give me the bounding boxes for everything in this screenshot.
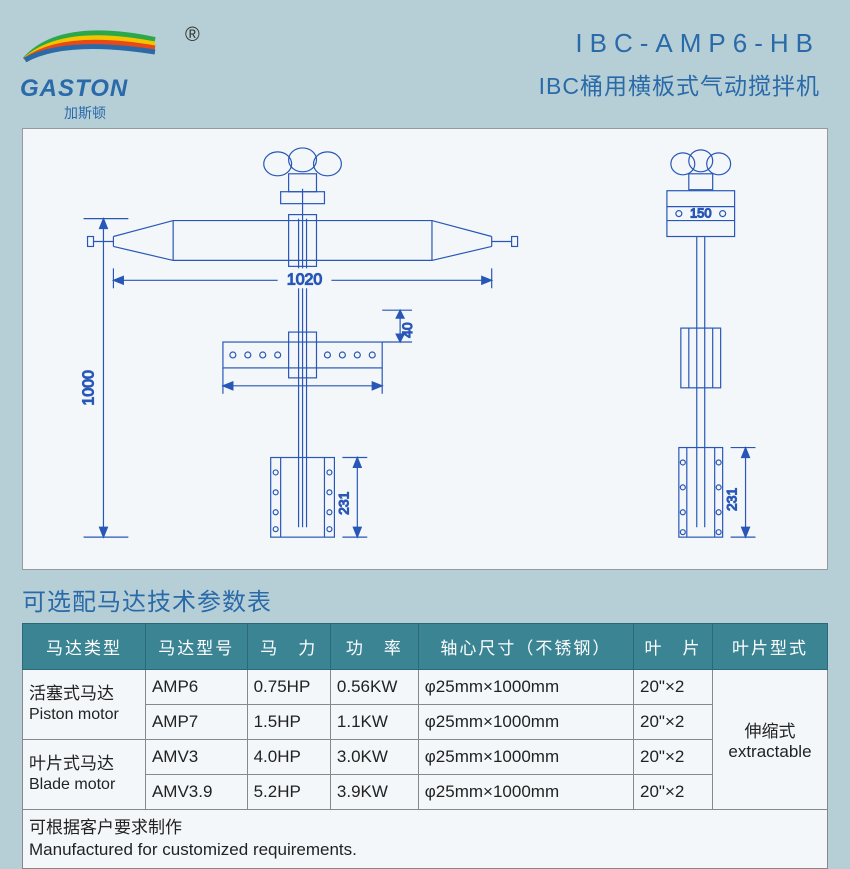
logo-swoosh [20, 20, 160, 70]
cell-model: AMV3 [145, 740, 247, 775]
col-shaft: 轴心尺寸（不锈钢） [418, 624, 633, 670]
table-footnote: 可根据客户要求制作 Manufactured for customized re… [23, 810, 828, 869]
cell-blade-type: 伸缩式 extractable [712, 670, 827, 810]
table-header-row: 马达类型 马达型号 马 力 功 率 轴心尺寸（不锈钢） 叶 片 叶片型式 [23, 624, 828, 670]
cell-hp: 0.75HP [247, 670, 330, 705]
cell-model: AMP6 [145, 670, 247, 705]
svg-text:1020: 1020 [287, 271, 323, 288]
logo-block: GASTON 加斯顿 ® [20, 20, 190, 110]
table-row: 活塞式马达 Piston motor AMP6 0.75HP 0.56KW φ2… [23, 670, 828, 705]
cell-hp: 5.2HP [247, 775, 330, 810]
cell-kw: 3.9KW [330, 775, 418, 810]
cat-blade: 叶片式马达 Blade motor [23, 740, 146, 810]
cell-shaft: φ25mm×1000mm [418, 775, 633, 810]
svg-text:150: 150 [690, 206, 712, 221]
logo-brand-cn: 加斯顿 [20, 103, 150, 123]
blade-type-en: extractable [728, 742, 811, 761]
col-motor-model: 马达型号 [145, 624, 247, 670]
table-row: 叶片式马达 Blade motor AMV3 4.0HP 3.0KW φ25mm… [23, 740, 828, 775]
model-code: IBC-AMP6-HB [539, 28, 820, 59]
logo-brand: GASTON [20, 75, 190, 103]
footnote-cn: 可根据客户要求制作 [29, 818, 182, 837]
cat-piston: 活塞式马达 Piston motor [23, 670, 146, 740]
col-power: 功 率 [330, 624, 418, 670]
model-description: IBC桶用横板式气动搅拌机 [539, 67, 820, 101]
header-block: IBC-AMP6-HB IBC桶用横板式气动搅拌机 [539, 28, 820, 101]
svg-text:231: 231 [724, 487, 740, 510]
cell-kw: 0.56KW [330, 670, 418, 705]
cell-blade: 20"×2 [634, 775, 713, 810]
cat-blade-cn: 叶片式马达 [29, 754, 114, 773]
blade-type-cn: 伸缩式 [744, 722, 795, 741]
cell-blade: 20"×2 [634, 705, 713, 740]
cell-blade: 20"×2 [634, 740, 713, 775]
cell-shaft: φ25mm×1000mm [418, 670, 633, 705]
table-footnote-row: 可根据客户要求制作 Manufactured for customized re… [23, 810, 828, 869]
spec-table: 马达类型 马达型号 马 力 功 率 轴心尺寸（不锈钢） 叶 片 叶片型式 活塞式… [22, 623, 828, 869]
cell-shaft: φ25mm×1000mm [418, 705, 633, 740]
cat-piston-en: Piston motor [29, 705, 139, 726]
cell-model: AMV3.9 [145, 775, 247, 810]
svg-text:40: 40 [399, 322, 415, 338]
col-hp: 马 力 [247, 624, 330, 670]
cell-model: AMP7 [145, 705, 247, 740]
cell-kw: 3.0KW [330, 740, 418, 775]
cell-hp: 4.0HP [247, 740, 330, 775]
registered-mark: ® [185, 24, 200, 47]
table-title: 可选配马达技术参数表 [22, 582, 828, 617]
cat-blade-en: Blade motor [29, 775, 139, 796]
spec-table-section: 可选配马达技术参数表 马达类型 马达型号 马 力 功 率 轴心尺寸（不锈钢） 叶… [22, 582, 828, 869]
cat-piston-cn: 活塞式马达 [29, 684, 114, 703]
cell-hp: 1.5HP [247, 705, 330, 740]
col-blade-type: 叶片型式 [712, 624, 827, 670]
svg-text:231: 231 [335, 491, 351, 514]
cell-kw: 1.1KW [330, 705, 418, 740]
cell-shaft: φ25mm×1000mm [418, 740, 633, 775]
technical-drawing: 1000 1020 40 231 [22, 128, 828, 570]
svg-text:1000: 1000 [81, 370, 98, 406]
col-blade: 叶 片 [634, 624, 713, 670]
col-motor-type: 马达类型 [23, 624, 146, 670]
cell-blade: 20"×2 [634, 670, 713, 705]
